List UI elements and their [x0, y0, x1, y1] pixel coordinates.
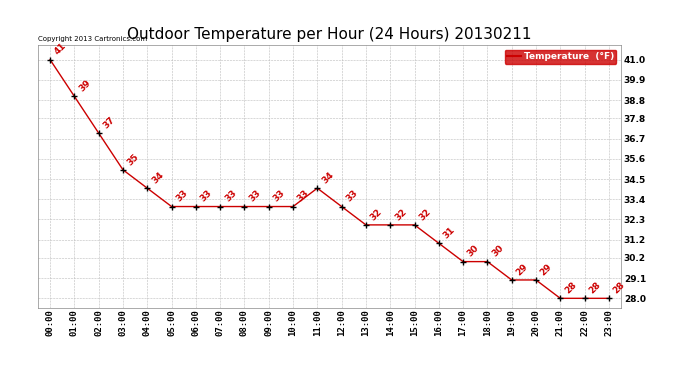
Legend: Temperature  (°F): Temperature (°F)	[504, 50, 616, 64]
Text: 33: 33	[223, 189, 238, 204]
Text: 32: 32	[368, 207, 384, 222]
Text: 33: 33	[272, 189, 287, 204]
Text: 32: 32	[417, 207, 433, 222]
Text: 31: 31	[442, 225, 457, 240]
Title: Outdoor Temperature per Hour (24 Hours) 20130211: Outdoor Temperature per Hour (24 Hours) …	[127, 27, 532, 42]
Text: 34: 34	[320, 170, 335, 185]
Text: 33: 33	[296, 189, 311, 204]
Text: 29: 29	[515, 262, 530, 277]
Text: 28: 28	[611, 280, 627, 296]
Text: Copyright 2013 Cartronics.com: Copyright 2013 Cartronics.com	[38, 36, 147, 42]
Text: 32: 32	[393, 207, 408, 222]
Text: 30: 30	[466, 244, 481, 259]
Text: 33: 33	[344, 189, 359, 204]
Text: 28: 28	[563, 280, 578, 296]
Text: 33: 33	[199, 189, 214, 204]
Text: 29: 29	[539, 262, 554, 277]
Text: 33: 33	[247, 189, 262, 204]
Text: 37: 37	[101, 115, 117, 130]
Text: 34: 34	[150, 170, 166, 185]
Text: 35: 35	[126, 152, 141, 167]
Text: 30: 30	[490, 244, 505, 259]
Text: 33: 33	[175, 189, 190, 204]
Text: 41: 41	[53, 42, 68, 57]
Text: 28: 28	[587, 280, 602, 296]
Text: 39: 39	[77, 78, 92, 94]
